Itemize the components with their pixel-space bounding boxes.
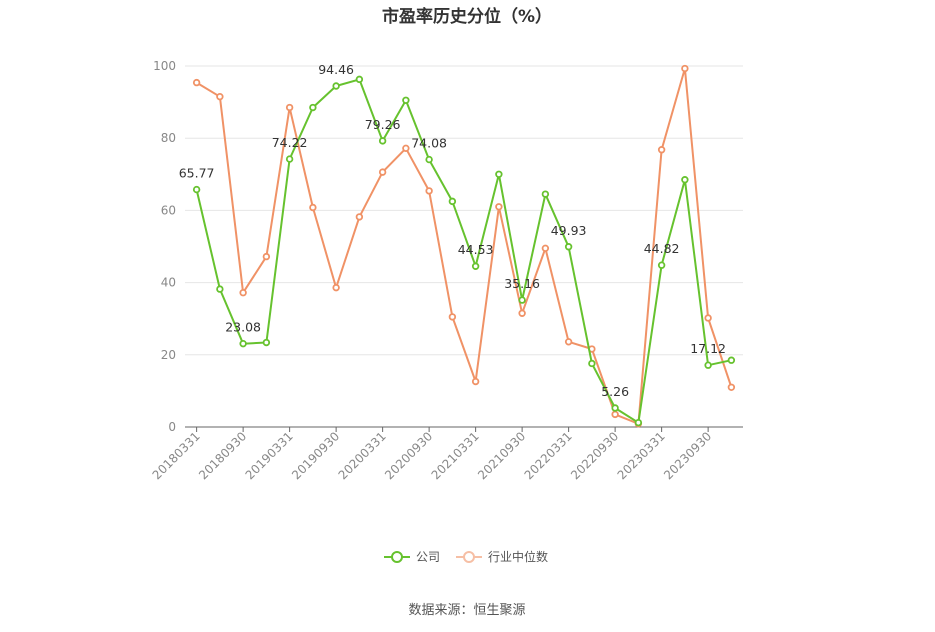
x-tick-label-20220331: 20220331 <box>522 429 575 482</box>
data-point-industry-median <box>564 338 573 346</box>
data-label: 65.77 <box>179 166 215 181</box>
data-point-industry-median <box>309 203 317 212</box>
data-label: 17.12 <box>690 341 726 356</box>
data-label: 35.16 <box>504 276 540 291</box>
data-point-company <box>704 361 712 369</box>
data-label: 79.26 <box>365 117 401 132</box>
data-point-industry-median <box>262 252 271 261</box>
data-point-company <box>657 261 666 269</box>
data-point-industry-median <box>495 203 503 211</box>
y-tick-label-60: 60 <box>161 203 176 217</box>
series-line-company <box>195 78 732 424</box>
data-point-industry-median <box>402 144 410 153</box>
data-point-company <box>425 155 433 164</box>
data-point-company <box>541 190 550 198</box>
x-tick-label-20230331: 20230331 <box>615 429 668 482</box>
data-point-company <box>402 96 410 104</box>
x-tick-label-20190331: 20190331 <box>243 429 296 482</box>
y-tick-label-20: 20 <box>161 348 176 362</box>
data-point-industry-median <box>727 383 736 391</box>
x-tick-label-20200331: 20200331 <box>336 429 389 482</box>
data-point-industry-median <box>518 309 526 317</box>
data-point-company <box>727 356 736 364</box>
y-tick-label-40: 40 <box>161 276 176 290</box>
data-label: 94.46 <box>318 62 354 77</box>
legend-marker <box>463 551 475 563</box>
data-point-industry-median <box>704 314 712 322</box>
x-axis: 2018033120180930201903312019093020200331… <box>150 426 743 482</box>
legend-item-industry-median[interactable]: 行业中位数 <box>456 549 548 564</box>
data-point-company <box>681 176 689 184</box>
data-label: 5.26 <box>601 384 629 399</box>
x-tick-label-20210331: 20210331 <box>429 429 482 482</box>
data-label: 49.93 <box>551 223 587 238</box>
data-point-company <box>588 359 596 368</box>
legend-item-company[interactable]: 公司 <box>384 550 440 564</box>
data-point-company <box>495 170 503 178</box>
series-layer <box>192 64 736 428</box>
data-point-company <box>355 75 364 84</box>
data-point-company <box>262 338 271 347</box>
data-point-company <box>216 285 224 293</box>
data-point-industry-median <box>378 168 387 176</box>
x-tick-label-20200930: 20200930 <box>382 429 435 482</box>
data-label: 74.22 <box>272 135 308 150</box>
data-point-industry-median <box>681 64 689 73</box>
x-tick-label-20190930: 20190930 <box>289 429 342 482</box>
data-point-company <box>611 404 619 412</box>
data-labels: 65.77 23.08 74.22 94.46 79.26 74.08 44.53 35.16… <box>179 62 726 399</box>
x-tick-label-20220930: 20220930 <box>568 429 621 482</box>
data-point-industry-median <box>285 103 294 112</box>
source-note: 数据来源：恒生聚源 <box>408 603 525 618</box>
data-point-company <box>192 185 201 194</box>
data-point-industry-median <box>471 377 480 386</box>
data-point-industry-median <box>611 410 619 419</box>
x-tick-label-20210930: 20210930 <box>475 429 528 482</box>
y-tick-label-80: 80 <box>161 131 176 145</box>
legend[interactable]: 公司 行业中位数 <box>384 549 548 564</box>
data-point-industry-median <box>239 289 247 297</box>
data-point-company <box>634 418 643 427</box>
data-point-industry-median <box>192 78 201 87</box>
chart-title: 市盈率历史分位（%） <box>382 6 552 27</box>
y-tick-label-100: 100 <box>153 59 176 73</box>
y-tick-label-0: 0 <box>168 420 176 434</box>
legend-label: 公司 <box>416 550 440 564</box>
data-point-industry-median <box>448 313 457 321</box>
legend-label: 行业中位数 <box>488 549 548 564</box>
data-point-company <box>285 155 294 163</box>
data-label: 74.08 <box>411 136 447 151</box>
data-point-industry-median <box>541 244 550 253</box>
x-tick-label-20180331: 20180331 <box>150 429 203 482</box>
data-point-company <box>471 262 480 270</box>
data-label: 44.82 <box>644 241 680 256</box>
series-line-industry-median <box>196 67 733 425</box>
y-axis: 0 20 40 60 80 100 <box>153 59 176 434</box>
data-point-company <box>448 197 457 206</box>
data-point-company <box>564 243 573 251</box>
data-point-industry-median <box>216 92 224 101</box>
data-point-company <box>378 137 387 145</box>
x-tick-label-20180930: 20180930 <box>196 429 249 482</box>
data-point-industry-median <box>657 146 666 154</box>
data-point-industry-median <box>355 213 364 221</box>
legend-marker <box>391 551 403 563</box>
data-point-company <box>332 82 340 90</box>
data-point-industry-median <box>332 283 340 292</box>
grid-lines <box>185 65 743 356</box>
data-label: 23.08 <box>225 320 261 335</box>
data-point-company <box>309 103 317 112</box>
data-point-industry-median <box>425 187 433 195</box>
data-point-company <box>518 296 526 304</box>
data-label: 44.53 <box>458 242 494 257</box>
data-point-company <box>239 339 247 348</box>
x-tick-label-20230930: 20230930 <box>661 429 714 482</box>
